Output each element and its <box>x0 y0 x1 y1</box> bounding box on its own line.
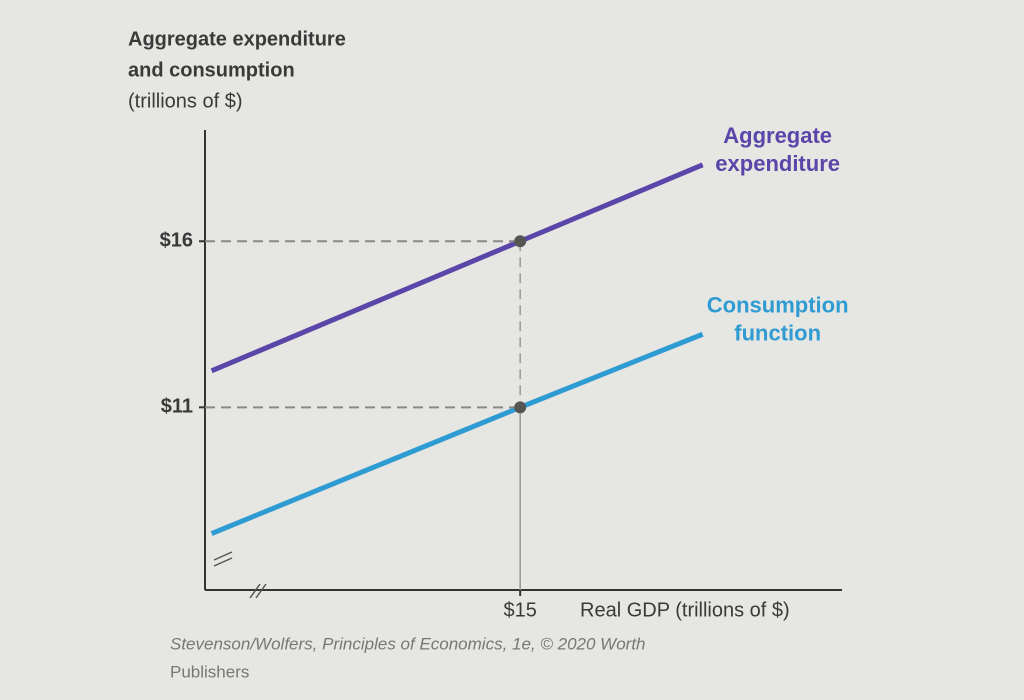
point <box>514 401 527 414</box>
x-tick-label: $15 <box>503 599 536 621</box>
y-axis-label: (trillions of $) <box>128 90 242 112</box>
axis-break <box>213 551 267 599</box>
legend-label: Aggregate expenditure <box>715 123 840 176</box>
y-tick-label: $11 <box>161 396 193 418</box>
y-axis-label: Aggregate expenditure <box>128 28 346 50</box>
source: Publishers <box>170 662 249 681</box>
source: Stevenson/Wolfers, Principles of Economi… <box>170 634 646 653</box>
x-axis-label: Real GDP (trillions of $) <box>580 599 790 621</box>
y-tick-label: $16 <box>160 230 193 252</box>
legend-label: Consumption function <box>707 292 849 345</box>
point <box>514 235 527 248</box>
y-axis-label: and consumption <box>128 59 295 81</box>
